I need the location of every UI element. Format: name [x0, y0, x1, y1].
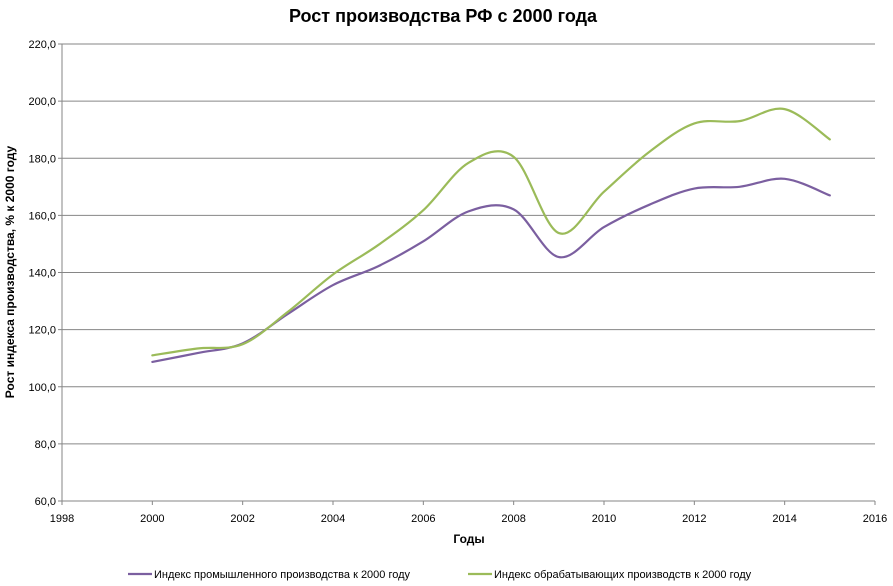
- y-tick-label: 100,0: [28, 382, 56, 394]
- x-tick-label: 2006: [411, 513, 435, 525]
- y-tick-label: 120,0: [28, 325, 56, 337]
- x-tick-label: 2012: [682, 513, 706, 525]
- x-tick-label: 2008: [501, 513, 525, 525]
- x-tick-label: 2010: [592, 513, 616, 525]
- x-axis-title: Годы: [453, 532, 484, 546]
- x-tick-label: 2002: [230, 513, 254, 525]
- series-line-2: [151, 107, 831, 357]
- y-tick-label: 140,0: [28, 268, 56, 280]
- x-tick-label: 2014: [772, 513, 796, 525]
- series-line-1: [151, 177, 831, 363]
- y-tick-label: 60,0: [35, 496, 56, 508]
- x-tick-label: 2000: [140, 513, 164, 525]
- legend-label-2: Индекс обрабатывающих производств к 2000…: [494, 569, 752, 581]
- y-tick-label: 80,0: [35, 439, 56, 451]
- y-tick-label: 160,0: [28, 210, 56, 222]
- legend-label-1: Индекс промышленного производства к 2000…: [154, 569, 411, 581]
- y-tick-label: 180,0: [28, 153, 56, 165]
- legend: Индекс промышленного производства к 2000…: [128, 569, 752, 581]
- x-axis-tick-labels: 1998 2000 2002 2004 2006 2008 2010 2012 2014 2016: [50, 501, 887, 525]
- y-tick-label: 200,0: [28, 96, 56, 108]
- x-tick-label: 2016: [863, 513, 887, 525]
- x-tick-label: 2004: [321, 513, 345, 525]
- series-group: [151, 107, 831, 363]
- y-axis-title: Рост индекса производства, % к 2000 году: [3, 145, 17, 398]
- chart-title: Рост производства РФ с 2000 года: [289, 6, 598, 26]
- y-axis-tick-labels: 60,0 80,0 100,0 120,0 140,0 160,0 180,0 200,0 22…: [28, 39, 56, 508]
- gridlines: [58, 43, 875, 502]
- y-tick-label: 220,0: [28, 39, 56, 51]
- x-tick-label: 1998: [50, 513, 74, 525]
